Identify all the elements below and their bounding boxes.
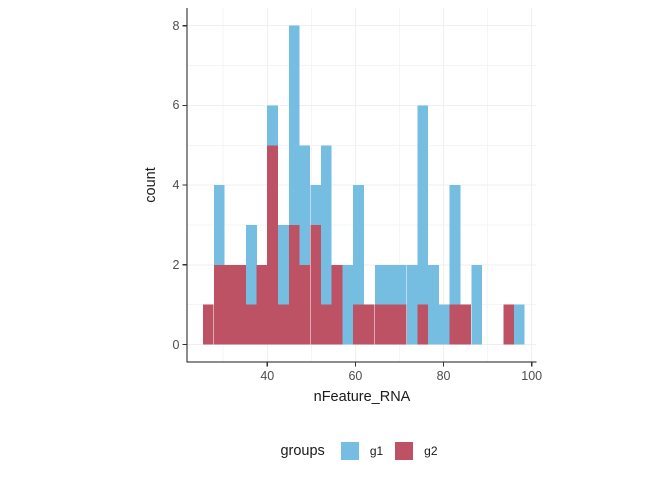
y-tick-label: 2 (172, 257, 180, 272)
bar-segment-g2 (503, 304, 515, 345)
bar-segment-g1 (514, 304, 525, 345)
bar-segment-g2 (310, 224, 322, 345)
legend-swatch-g2 (395, 442, 414, 460)
bar-segment-g1 (417, 105, 429, 305)
bar-segment-g1 (213, 185, 225, 265)
bar-segment-g1 (288, 25, 300, 225)
bar-segment-g1 (385, 264, 397, 305)
legend-label-g1: g1 (369, 444, 384, 458)
legend-item-g2: g2 (395, 442, 438, 460)
bar-segment-g2 (449, 304, 461, 345)
bar-segment-g2 (299, 264, 311, 345)
bar-segment-g2 (320, 304, 332, 345)
bar-segment-g2 (267, 145, 278, 345)
y-tick-label: 8 (172, 18, 180, 33)
bar-segment-g1 (278, 224, 289, 305)
bar-segment-g2 (202, 304, 214, 345)
bar-segment-g2 (213, 264, 225, 345)
bar-segment-g2 (353, 304, 364, 345)
legend-swatch-g1 (340, 442, 359, 460)
bar-segment-g1 (342, 264, 354, 345)
bar-segment-g1 (299, 145, 311, 265)
y-tick-label: 6 (172, 98, 180, 113)
bar-segment-g2 (278, 304, 289, 345)
bar-segment-g2 (395, 304, 407, 345)
bar-segment-g1 (439, 304, 450, 345)
bar-segment-g1 (428, 264, 439, 345)
bar-segment-g1 (246, 224, 257, 305)
bar-segment-g2 (460, 304, 471, 345)
legend: groups g1 g2 (187, 440, 537, 462)
bar-segment-g2 (331, 264, 343, 345)
bar-segment-g2 (417, 304, 429, 345)
legend-item-g1: g1 (340, 442, 384, 460)
x-tick-label: 60 (348, 369, 363, 383)
bar-segment-g1 (395, 264, 407, 305)
bar-segment-g2 (363, 304, 375, 345)
bar-segment-g2 (288, 224, 300, 345)
bar-segment-g2 (246, 304, 257, 345)
bar-segment-g1 (406, 264, 418, 345)
bar-segment-g2 (374, 304, 386, 345)
bar-segment-g1 (449, 185, 461, 305)
legend-title: groups (280, 443, 325, 459)
bar-segment-g1 (353, 185, 364, 305)
x-tick-label: 40 (260, 369, 275, 383)
bar-segment-g1 (267, 105, 278, 146)
y-tick-label: 0 (172, 337, 180, 352)
bar-segment-g2 (224, 264, 236, 345)
bar-segment-g2 (235, 264, 246, 345)
y-tick-label: 4 (172, 178, 180, 193)
x-tick-label: 80 (436, 369, 451, 383)
bar-segment-g2 (256, 264, 268, 345)
bar-segment-g1 (374, 264, 386, 305)
x-axis-title: nFeature_RNA (313, 389, 411, 405)
bar-segment-g1 (471, 264, 482, 345)
bar-segment-g2 (385, 304, 397, 345)
legend-label-g2: g2 (424, 444, 438, 458)
bar-segment-g1 (320, 145, 332, 305)
x-tick-label: 100 (521, 369, 543, 383)
bar-segment-g1 (310, 185, 322, 225)
